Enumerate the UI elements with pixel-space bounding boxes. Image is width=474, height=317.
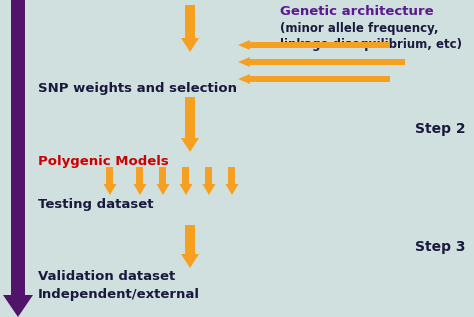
Polygon shape xyxy=(226,184,238,195)
Bar xyxy=(185,97,195,138)
Text: Validation dataset: Validation dataset xyxy=(38,270,175,283)
Bar xyxy=(182,167,190,184)
Bar xyxy=(159,167,166,184)
Bar xyxy=(228,167,236,184)
Polygon shape xyxy=(103,184,117,195)
Polygon shape xyxy=(134,184,146,195)
Polygon shape xyxy=(181,138,199,152)
Polygon shape xyxy=(181,38,199,52)
Text: Testing dataset: Testing dataset xyxy=(38,198,154,211)
Bar xyxy=(250,59,405,65)
Polygon shape xyxy=(3,295,33,317)
Bar xyxy=(206,167,212,184)
Bar xyxy=(107,167,113,184)
Bar xyxy=(137,167,144,184)
Bar xyxy=(185,5,195,38)
Bar xyxy=(11,0,25,295)
Bar xyxy=(250,42,390,48)
Polygon shape xyxy=(180,184,192,195)
Polygon shape xyxy=(156,184,170,195)
Bar xyxy=(250,76,390,82)
Text: Genetic architecture: Genetic architecture xyxy=(280,5,434,18)
Text: Step 3: Step 3 xyxy=(416,240,466,254)
Bar xyxy=(185,225,195,254)
Text: (minor allele frequency,: (minor allele frequency, xyxy=(280,22,438,35)
Text: Independent/external: Independent/external xyxy=(38,288,200,301)
Text: Polygenic Models: Polygenic Models xyxy=(38,155,169,168)
Polygon shape xyxy=(202,184,216,195)
Polygon shape xyxy=(181,254,199,268)
Polygon shape xyxy=(238,40,250,50)
Text: SNP weights and selection: SNP weights and selection xyxy=(38,82,237,95)
Text: Step 2: Step 2 xyxy=(415,122,466,136)
Text: linkage disequilibrium, etc): linkage disequilibrium, etc) xyxy=(280,38,462,51)
Polygon shape xyxy=(238,74,250,84)
Polygon shape xyxy=(238,57,250,67)
